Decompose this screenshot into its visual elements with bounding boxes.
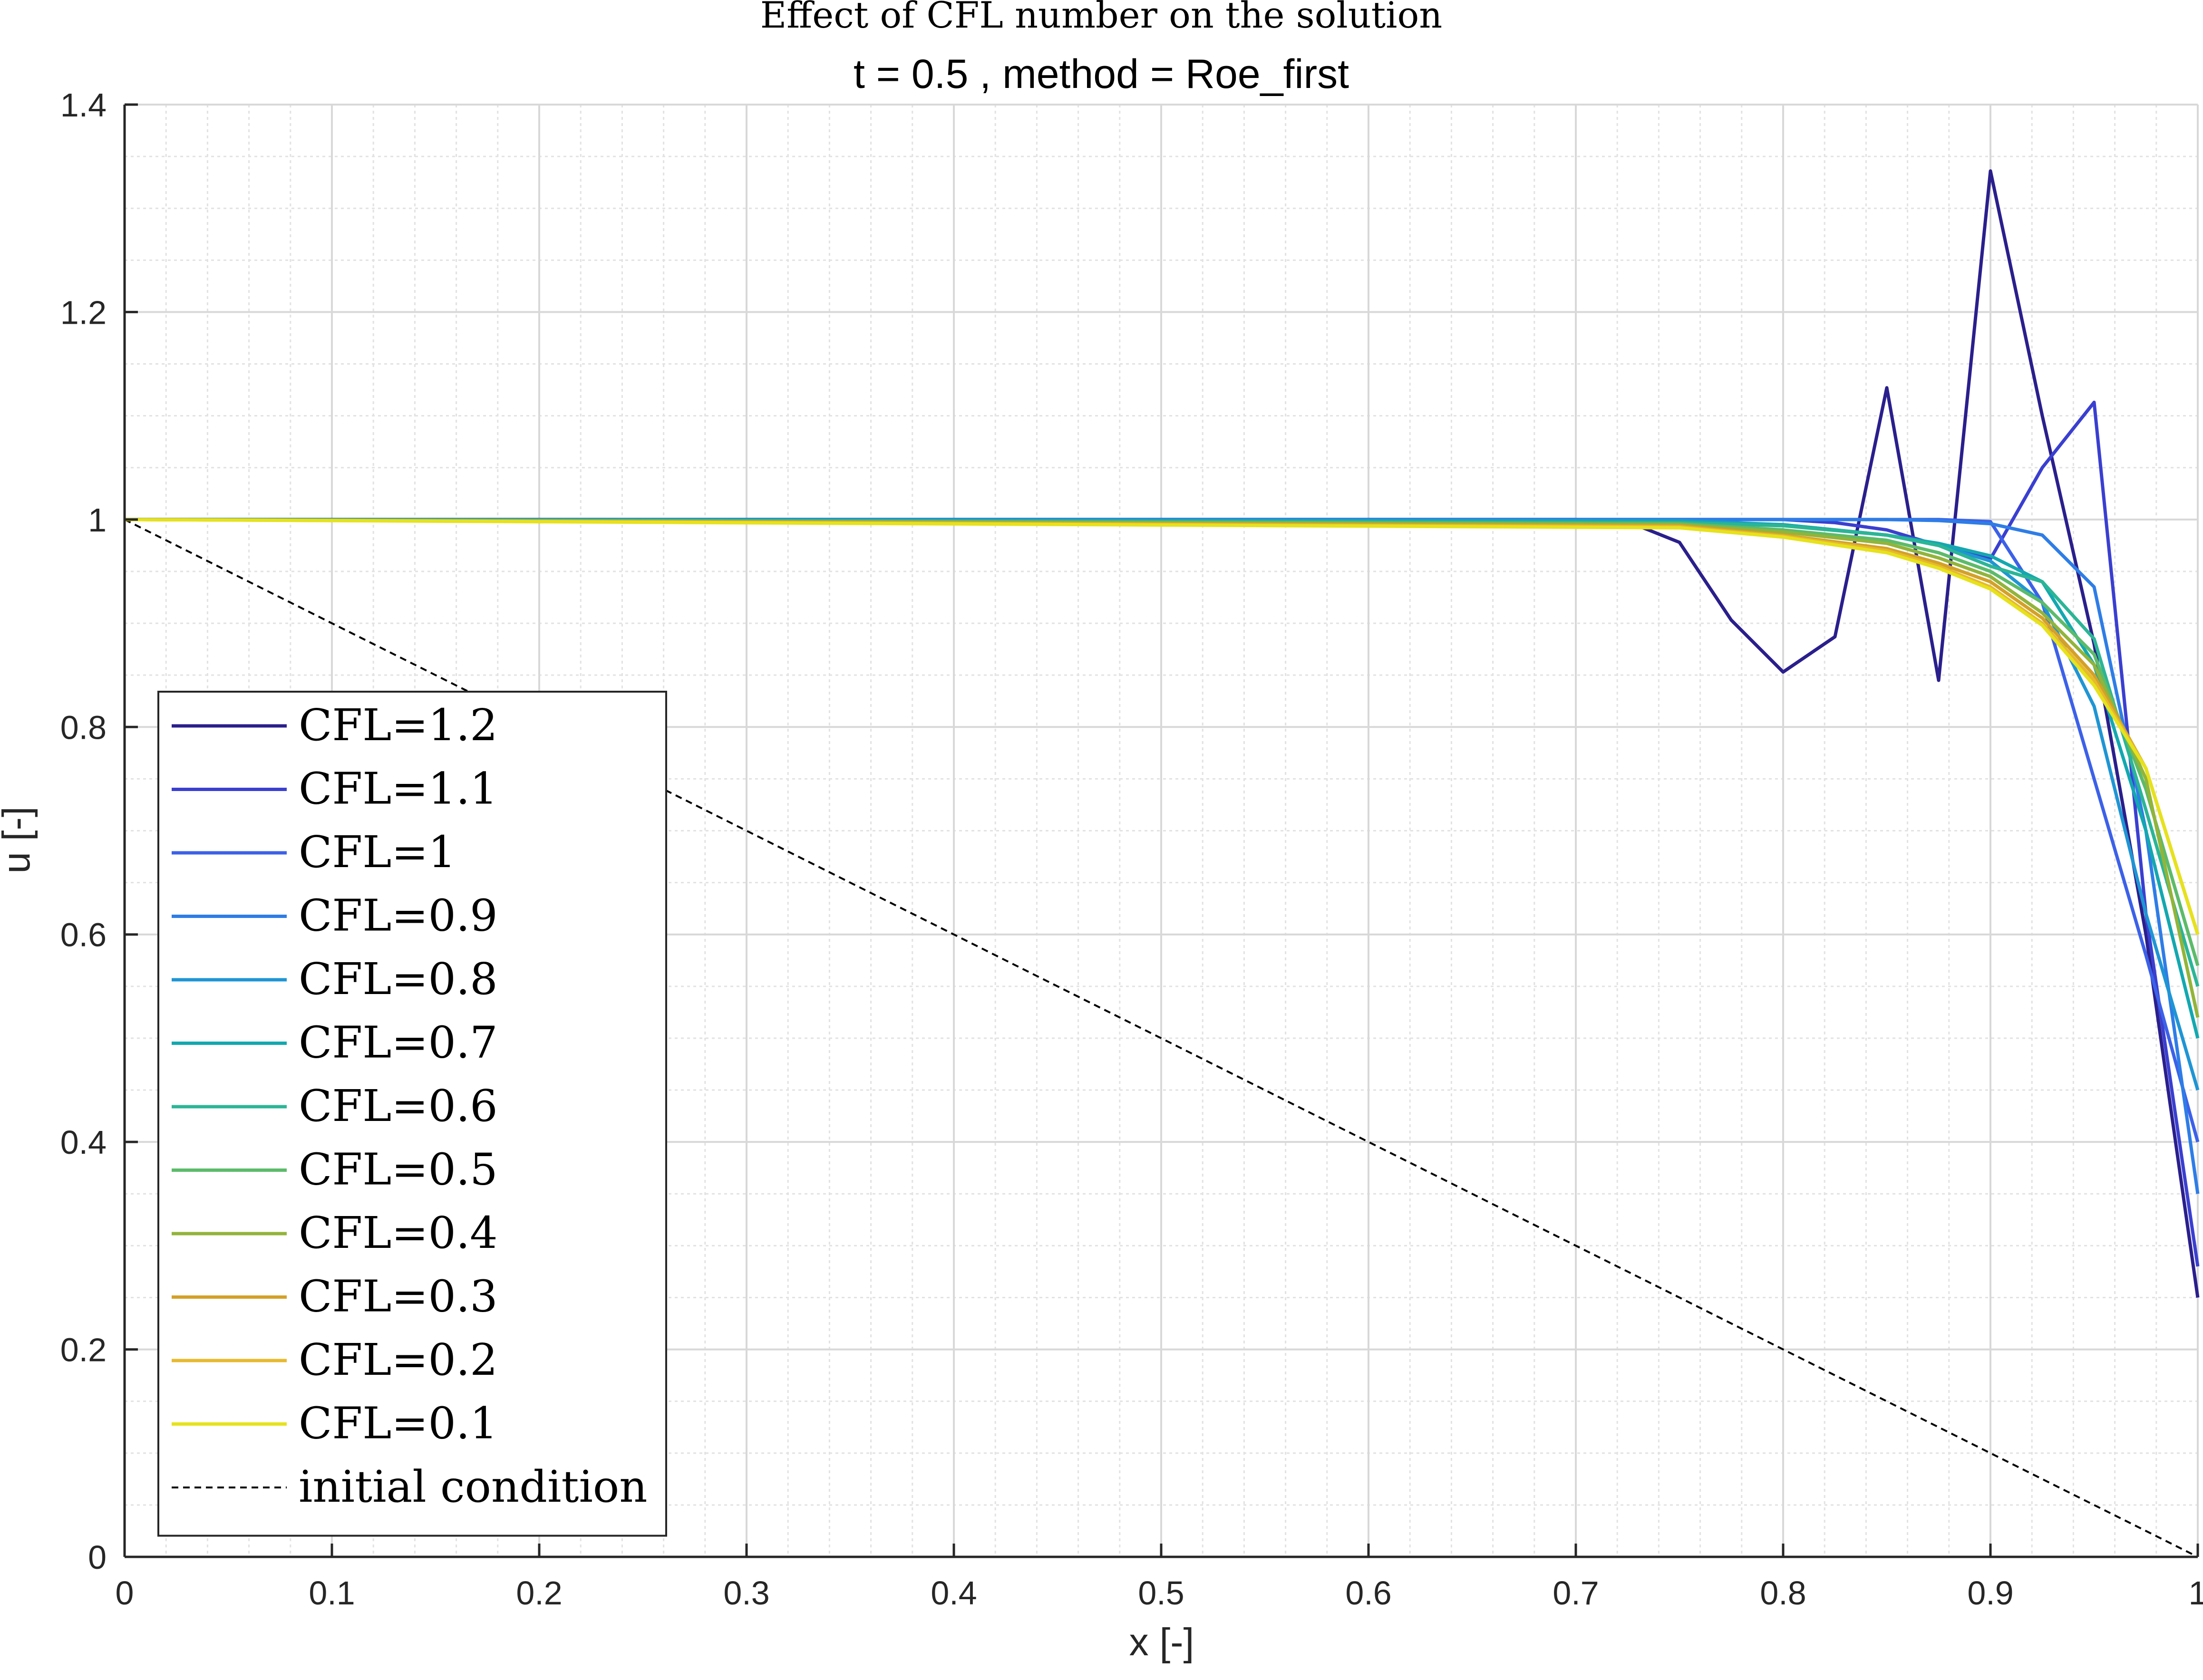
chart-title: Effect of CFL number on the solution (760, 0, 1442, 36)
x-tick-label: 0.9 (1967, 1574, 2013, 1612)
y-tick-label: 1.4 (60, 87, 107, 124)
y-tick-label: 0 (88, 1539, 107, 1576)
legend-entry-label: CFL=0.3 (299, 1271, 498, 1322)
series-line-initial-condition (124, 519, 2198, 1558)
legend-entry-label: initial condition (299, 1461, 648, 1512)
chart-subtitle: t = 0.5 , method = Roe_first (854, 51, 1349, 97)
x-tick-label: 0.2 (516, 1574, 562, 1612)
x-tick-label: 0.1 (309, 1574, 355, 1612)
legend-entry-label: CFL=0.8 (299, 954, 498, 1004)
legend-entry-label: CFL=0.9 (299, 890, 498, 941)
axes (123, 103, 2199, 1558)
y-tick-label: 0.6 (60, 917, 107, 954)
legend-box (157, 691, 667, 1537)
x-tick-label: 0.5 (1138, 1574, 1184, 1612)
legend: CFL=1.2 CFL=1.1 CFL=1 CFL=0.9 CFL=0.8 CFL=0.7… (157, 691, 667, 1537)
x-tick-label: 0.7 (1553, 1574, 1599, 1612)
x-tick-label: 0.6 (1345, 1574, 1391, 1612)
legend-entry-label: CFL=1.1 (299, 763, 498, 814)
legend-entry-label: CFL=0.4 (299, 1207, 498, 1258)
x-tick-label: 0.8 (1760, 1574, 1806, 1612)
x-tick-labels: 0 0.1 0.2 0.3 0.4 0.5 0.6 0.7 0.8 0.9 1 (116, 1574, 2203, 1612)
legend-entry-label: CFL=0.6 (299, 1081, 498, 1131)
y-tick-label: 0.4 (60, 1124, 107, 1161)
y-tick-label: 1.2 (60, 294, 107, 331)
y-tick-labels: 0 0.2 0.4 0.6 0.8 1 1.2 1.4 (60, 87, 107, 1576)
x-axis-label: x [-] (1129, 1621, 1194, 1664)
y-tick-label: 1 (88, 502, 107, 539)
x-tick-label: 1 (2189, 1574, 2203, 1612)
x-tick-label: 0.3 (723, 1574, 769, 1612)
x-tick-label: 0 (116, 1574, 134, 1612)
y-axis-label: u [-] (0, 806, 38, 873)
legend-entry-label: CFL=0.7 (299, 1017, 498, 1068)
plot-lines (124, 169, 2200, 1558)
y-tick-label: 0.8 (60, 709, 107, 746)
legend-entry-label: CFL=0.1 (299, 1398, 498, 1449)
legend-entry-label: CFL=0.2 (299, 1334, 498, 1385)
y-tick-label: 0.2 (60, 1332, 107, 1369)
series-line-cfl-0-1 (124, 518, 2200, 935)
x-tick-label: 0.4 (931, 1574, 977, 1612)
legend-entry-label: CFL=1.2 (299, 700, 498, 751)
legend-entry-label: CFL=0.5 (299, 1144, 498, 1195)
minor-gridlines (125, 105, 2198, 1557)
legend-entry-label: CFL=1 (299, 827, 456, 878)
